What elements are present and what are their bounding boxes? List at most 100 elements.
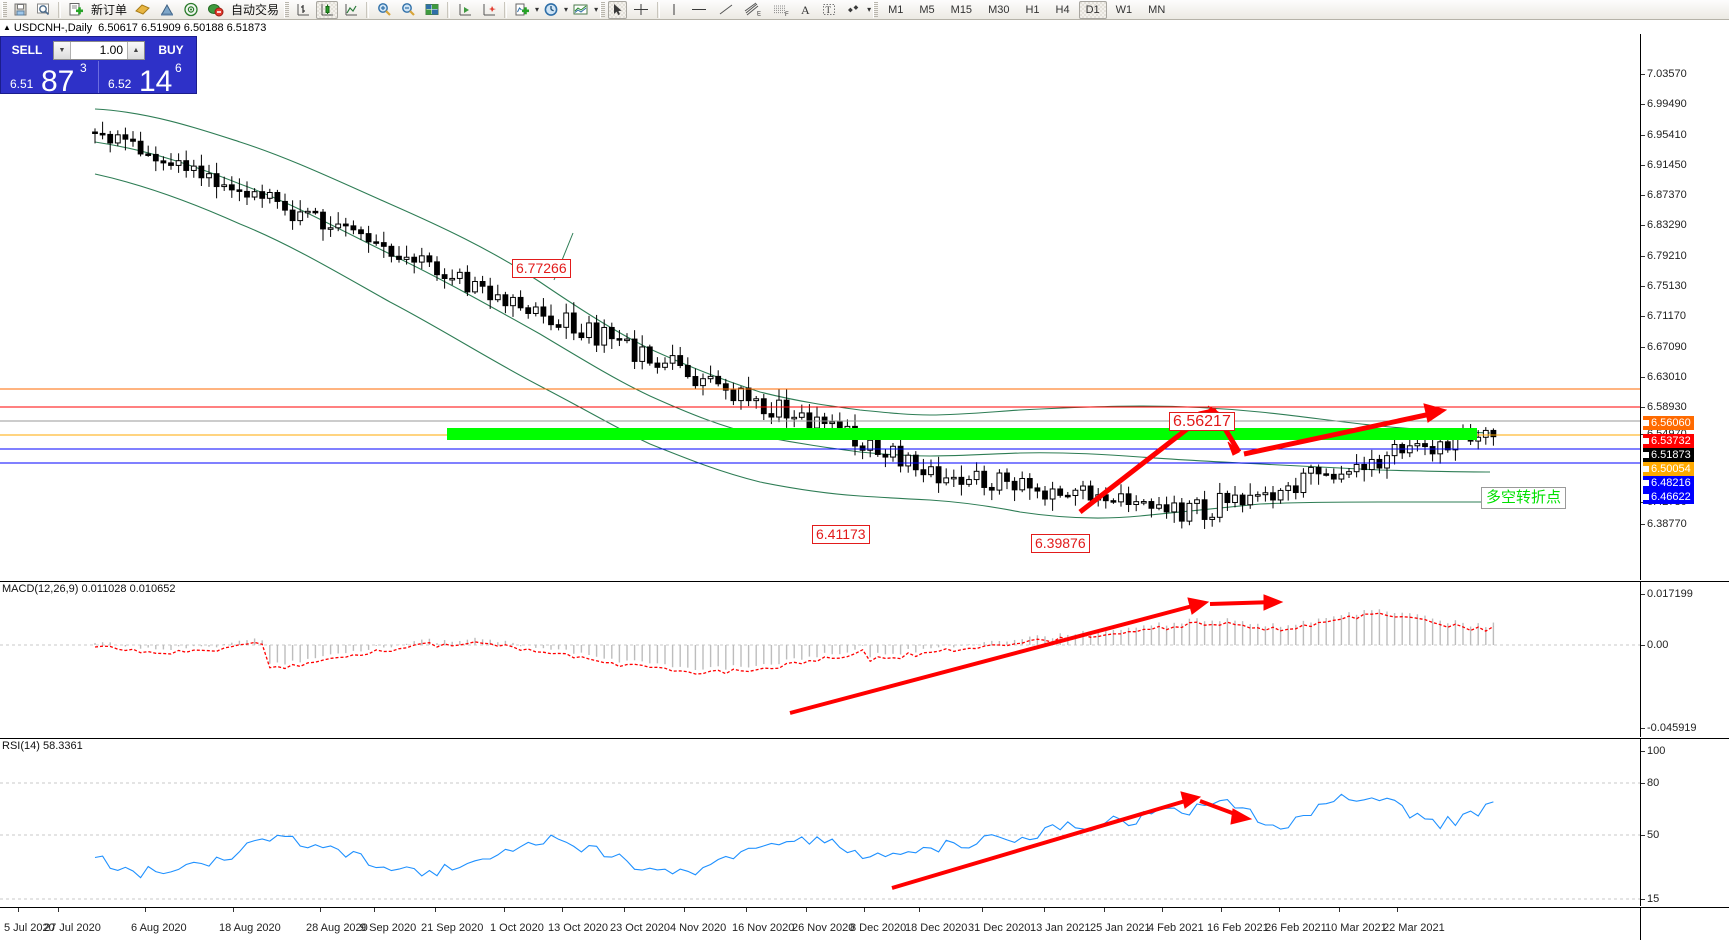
- line-chart-icon[interactable]: [340, 1, 362, 19]
- cursor-icon[interactable]: [608, 0, 628, 19]
- level-6-50054[interactable]: 6.50054: [1643, 462, 1694, 476]
- buy-button[interactable]: BUY: [158, 43, 184, 57]
- rsi-scale[interactable]: 100 80 50 15: [1640, 739, 1729, 906]
- timeframe-h1[interactable]: H1: [1025, 3, 1040, 16]
- level-6-56060[interactable]: 6.56060: [1643, 416, 1694, 430]
- price-tickmark: [1641, 104, 1645, 105]
- shift-start-icon[interactable]: [454, 1, 476, 19]
- autotrading-icon[interactable]: [204, 1, 227, 19]
- toolbar-grip-4[interactable]: [873, 1, 879, 18]
- level-handle-icon[interactable]: [1643, 438, 1649, 444]
- shapes-icon[interactable]: [842, 1, 865, 19]
- new-order-icon[interactable]: [65, 1, 87, 19]
- note-turning-point[interactable]: 多空转折点: [1481, 487, 1567, 509]
- crosshair-icon[interactable]: [629, 1, 653, 19]
- macd-scale[interactable]: 0.017199 0.00 -0.045919: [1640, 582, 1729, 737]
- horizontal-line-icon[interactable]: [686, 1, 712, 19]
- timeframe-w1[interactable]: W1: [1115, 3, 1133, 16]
- date-tickmark: [1397, 908, 1398, 912]
- volume-increase-button[interactable]: ▲: [127, 41, 144, 59]
- candlestick-chart-icon[interactable]: [316, 0, 339, 19]
- level-handle-icon[interactable]: [1643, 480, 1649, 486]
- text-icon[interactable]: A: [796, 1, 816, 19]
- candle-body: [122, 134, 129, 140]
- toolbar-grip-3[interactable]: [600, 1, 606, 18]
- timeframe-m30[interactable]: M30: [988, 3, 1010, 16]
- timeframe-m5[interactable]: M5: [919, 3, 935, 16]
- buy-price[interactable]: 6.52 14 6: [99, 61, 196, 97]
- fibonacci-icon[interactable]: F: [768, 1, 794, 19]
- chart-window[interactable]: 6.77266 6.41173 6.39876 6.56217 多空转折点 7.…: [0, 34, 1729, 940]
- candle-body: [259, 191, 266, 199]
- equidistant-channel-icon[interactable]: E: [740, 1, 766, 19]
- indicators-icon[interactable]: [511, 1, 533, 19]
- templates-icon[interactable]: [569, 1, 592, 19]
- autotrading-label[interactable]: 自动交易: [231, 3, 280, 17]
- level-6-48216[interactable]: 6.48216: [1643, 476, 1694, 490]
- navigator-icon[interactable]: [180, 1, 202, 19]
- macd-plot[interactable]: [0, 582, 1640, 737]
- level-handle-icon[interactable]: [1643, 420, 1649, 426]
- toolbar-grip-2[interactable]: [284, 1, 290, 18]
- one-click-trade-panel[interactable]: SELL ▼ 1.00 ▲ BUY 6.51 87 3 6.52 14 6: [0, 36, 197, 97]
- indicators-dropdown-caret[interactable]: ▾: [535, 5, 540, 14]
- data-window-icon[interactable]: [421, 1, 443, 19]
- auto-scroll-icon[interactable]: [478, 1, 500, 19]
- vertical-line-icon[interactable]: [664, 1, 684, 19]
- candle-body: [1346, 471, 1352, 475]
- price-pane[interactable]: 6.77266 6.41173 6.39876 6.56217 多空转折点 7.…: [0, 34, 1729, 580]
- price-plot[interactable]: 6.77266 6.41173 6.39876 6.56217 多空转折点: [0, 34, 1640, 580]
- volume-input[interactable]: 1.00: [99, 43, 123, 57]
- symbol-ohlc: 6.50617 6.51909 6.50188 6.51873: [98, 21, 267, 34]
- period-icon[interactable]: [540, 1, 562, 19]
- candle-body: [996, 472, 1003, 491]
- shapes-dropdown-caret[interactable]: ▾: [867, 5, 872, 14]
- macd-pane[interactable]: MACD(12,26,9) 0.011028 0.010652 0.017199…: [0, 581, 1729, 737]
- note-639876[interactable]: 6.39876: [1031, 534, 1090, 553]
- candle-body: [358, 229, 364, 235]
- timeframe-h4[interactable]: H4: [1055, 3, 1070, 16]
- market-watch-icon[interactable]: [156, 1, 178, 19]
- candle-body: [776, 399, 782, 418]
- volume-stepper[interactable]: ▼ 1.00 ▲: [53, 40, 145, 60]
- toolbar-grip[interactable]: [2, 1, 7, 18]
- candle-body: [1482, 429, 1489, 438]
- note-677266[interactable]: 6.77266: [512, 259, 571, 278]
- timeframe-m15[interactable]: M15: [950, 3, 973, 16]
- zoom-in-icon[interactable]: [373, 1, 395, 19]
- trendline-icon[interactable]: [714, 1, 738, 19]
- timeframe-mn[interactable]: MN: [1148, 3, 1166, 16]
- bar-chart-icon[interactable]: [292, 1, 314, 19]
- note-641173[interactable]: 6.41173: [812, 525, 870, 544]
- new-order-label[interactable]: 新订单: [91, 3, 128, 17]
- bollinger-middle: [94, 141, 1491, 473]
- rsi-pane[interactable]: RSI(14) 58.3361 100 80 50 15: [0, 738, 1729, 906]
- text-label-icon[interactable]: T: [818, 1, 840, 19]
- zoom-out-icon[interactable]: [397, 1, 419, 19]
- collapse-triangle-icon[interactable]: ▲: [3, 23, 11, 32]
- level-value: 6.51873: [1651, 449, 1691, 461]
- candle-body: [1270, 492, 1276, 501]
- price-scale[interactable]: 7.03570 6.99490 6.95410 6.91450 6.87370 6.832…: [1640, 34, 1729, 580]
- note-656217[interactable]: 6.56217: [1169, 412, 1235, 431]
- level-handle-icon[interactable]: [1643, 452, 1649, 458]
- level-6-51873[interactable]: 6.51873: [1643, 448, 1694, 462]
- period-dropdown-caret[interactable]: ▾: [564, 5, 569, 14]
- save-icon[interactable]: [10, 1, 31, 19]
- zoom-window-icon[interactable]: [33, 1, 54, 19]
- level-handle-icon[interactable]: [1643, 494, 1649, 500]
- timeframe-m1[interactable]: M1: [888, 3, 904, 16]
- sell-button[interactable]: SELL: [11, 43, 43, 57]
- templates-dropdown-caret[interactable]: ▾: [594, 5, 599, 14]
- candle-body: [1156, 504, 1162, 509]
- expert-advisor-icon[interactable]: [131, 1, 154, 19]
- level-6-46622[interactable]: 6.46622: [1643, 490, 1694, 504]
- volume-decrease-button[interactable]: ▼: [54, 41, 71, 59]
- timeframe-d1[interactable]: D1: [1078, 0, 1107, 19]
- rsi-plot[interactable]: [0, 739, 1640, 906]
- level-6-53732[interactable]: 6.53732: [1643, 434, 1694, 448]
- symbol-name: USDCNH-,Daily: [13, 21, 93, 34]
- level-handle-icon[interactable]: [1643, 466, 1649, 472]
- sell-price[interactable]: 6.51 87 3: [1, 61, 99, 97]
- candle-body: [548, 315, 554, 326]
